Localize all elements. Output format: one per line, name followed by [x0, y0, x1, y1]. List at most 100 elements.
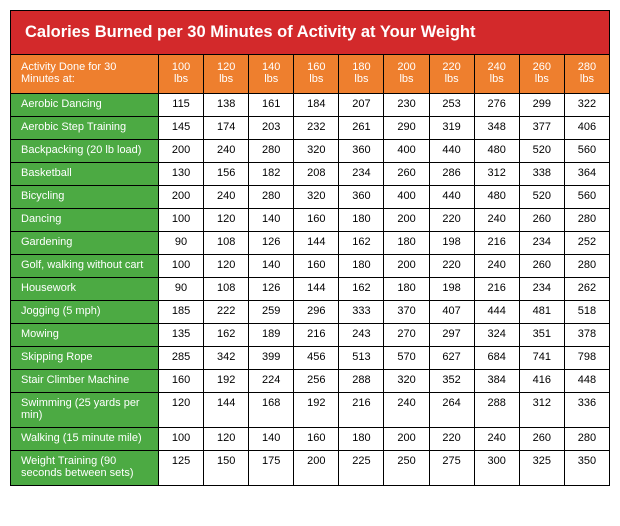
calorie-cell: 260	[519, 428, 564, 451]
calorie-cell: 280	[249, 140, 294, 163]
calorie-cell: 162	[204, 324, 249, 347]
weight-value: 100	[172, 61, 190, 73]
weight-header: 120lbs	[204, 55, 249, 94]
calorie-cell: 180	[339, 255, 384, 278]
calorie-cell: 256	[294, 370, 339, 393]
weight-value: 220	[442, 61, 460, 73]
calorie-cell: 160	[294, 428, 339, 451]
calorie-cell: 216	[474, 278, 519, 301]
weight-header: 220lbs	[429, 55, 474, 94]
calorie-cell: 270	[384, 324, 429, 347]
calorie-cell: 377	[519, 117, 564, 140]
page-title: Calories Burned per 30 Minutes of Activi…	[10, 10, 610, 54]
calorie-cell: 144	[294, 232, 339, 255]
calorie-cell: 198	[429, 278, 474, 301]
calorie-cell: 160	[294, 209, 339, 232]
calorie-cell: 288	[339, 370, 384, 393]
calorie-cell: 168	[249, 393, 294, 428]
table-row: Walking (15 minute mile)1001201401601802…	[11, 428, 610, 451]
calorie-cell: 370	[384, 301, 429, 324]
weight-header: 160lbs	[294, 55, 339, 94]
table-row: Basketball130156182208234260286312338364	[11, 163, 610, 186]
calorie-cell: 100	[159, 255, 204, 278]
calorie-cell: 456	[294, 347, 339, 370]
activity-label: Backpacking (20 lb load)	[11, 140, 159, 163]
calorie-cell: 348	[474, 117, 519, 140]
calorie-cell: 520	[519, 186, 564, 209]
calorie-cell: 627	[429, 347, 474, 370]
activity-label: Golf, walking without cart	[11, 255, 159, 278]
calorie-cell: 108	[204, 278, 249, 301]
table-row: Jogging (5 mph)1852222592963333704074444…	[11, 301, 610, 324]
calorie-cell: 192	[204, 370, 249, 393]
calorie-cell: 200	[159, 140, 204, 163]
activity-label: Aerobic Dancing	[11, 94, 159, 117]
calorie-cell: 513	[339, 347, 384, 370]
table-row: Golf, walking without cart10012014016018…	[11, 255, 610, 278]
weight-unit: lbs	[535, 73, 549, 85]
table-row: Stair Climber Machine1601922242562883203…	[11, 370, 610, 393]
weight-value: 280	[578, 61, 596, 73]
calorie-cell: 184	[294, 94, 339, 117]
calorie-cell: 150	[204, 451, 249, 486]
calorie-cell: 140	[249, 255, 294, 278]
header-row: Activity Done for 30 Minutes at: 100lbs1…	[11, 55, 610, 94]
calorie-cell: 360	[339, 186, 384, 209]
calorie-cell: 276	[474, 94, 519, 117]
weight-value: 200	[397, 61, 415, 73]
calorie-cell: 126	[249, 278, 294, 301]
calorie-cell: 216	[339, 393, 384, 428]
calorie-cell: 240	[474, 428, 519, 451]
calorie-cell: 224	[249, 370, 294, 393]
table-row: Backpacking (20 lb load)2002402803203604…	[11, 140, 610, 163]
table-row: Bicycling200240280320360400440480520560	[11, 186, 610, 209]
activity-label: Bicycling	[11, 186, 159, 209]
calorie-cell: 120	[204, 255, 249, 278]
calorie-cell: 264	[429, 393, 474, 428]
calorie-cell: 299	[519, 94, 564, 117]
weight-unit: lbs	[309, 73, 323, 85]
weight-unit: lbs	[174, 73, 188, 85]
calorie-cell: 480	[474, 140, 519, 163]
calorie-cell: 261	[339, 117, 384, 140]
calorie-cell: 560	[564, 186, 609, 209]
calorie-cell: 100	[159, 428, 204, 451]
calorie-cell: 448	[564, 370, 609, 393]
calorie-cell: 120	[159, 393, 204, 428]
weight-value: 160	[307, 61, 325, 73]
weight-unit: lbs	[399, 73, 413, 85]
calorie-cell: 220	[429, 209, 474, 232]
calorie-cell: 160	[159, 370, 204, 393]
weight-header: 180lbs	[339, 55, 384, 94]
weight-header: 140lbs	[249, 55, 294, 94]
calorie-cell: 400	[384, 186, 429, 209]
calorie-cell: 351	[519, 324, 564, 347]
table-row: Housework90108126144162180198216234262	[11, 278, 610, 301]
calorie-cell: 162	[339, 232, 384, 255]
table-row: Weight Training (90 seconds between sets…	[11, 451, 610, 486]
calorie-cell: 180	[339, 428, 384, 451]
calorie-cell: 220	[429, 255, 474, 278]
calorie-cell: 240	[474, 255, 519, 278]
calorie-cell: 364	[564, 163, 609, 186]
calorie-cell: 140	[249, 209, 294, 232]
calorie-cell: 207	[339, 94, 384, 117]
table-row: Gardening90108126144162180198216234252	[11, 232, 610, 255]
weight-value: 140	[262, 61, 280, 73]
calorie-cell: 342	[204, 347, 249, 370]
weight-header: 260lbs	[519, 55, 564, 94]
calorie-cell: 296	[294, 301, 339, 324]
calorie-cell: 320	[384, 370, 429, 393]
calorie-cell: 234	[339, 163, 384, 186]
calorie-cell: 203	[249, 117, 294, 140]
calorie-cell: 406	[564, 117, 609, 140]
calorie-cell: 275	[429, 451, 474, 486]
calorie-cell: 115	[159, 94, 204, 117]
calorie-cell: 262	[564, 278, 609, 301]
calorie-cell: 440	[429, 186, 474, 209]
calorie-cell: 180	[384, 232, 429, 255]
activity-label: Weight Training (90 seconds between sets…	[11, 451, 159, 486]
table-row: Aerobic Step Training1451742032322612903…	[11, 117, 610, 140]
calorie-cell: 280	[564, 209, 609, 232]
calorie-cell: 324	[474, 324, 519, 347]
